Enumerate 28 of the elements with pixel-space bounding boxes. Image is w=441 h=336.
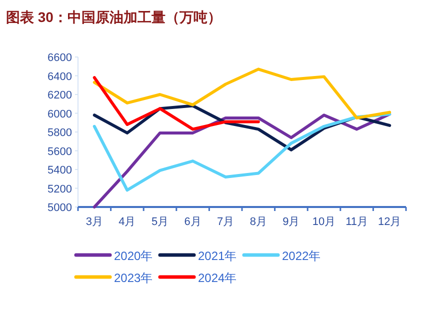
- x-tick-label: 3月: [86, 216, 103, 228]
- legend-label: 2024年: [198, 271, 237, 285]
- x-tick-label: 5月: [151, 216, 169, 228]
- x-tick-label: 11月: [346, 216, 368, 228]
- x-tick-label: 7月: [217, 216, 234, 228]
- y-tick-label: 5400: [48, 164, 72, 176]
- y-tick-label: 6200: [48, 90, 72, 102]
- y-tick-label: 6000: [48, 108, 72, 120]
- legend-label: 2020年: [114, 249, 153, 263]
- y-tick-label: 6400: [48, 70, 72, 83]
- legend-label: 2021年: [198, 249, 237, 263]
- x-tick-label: 10月: [312, 216, 336, 228]
- x-tick-label: 9月: [282, 216, 300, 228]
- line-series: [92, 76, 260, 131]
- y-tick-label: 5200: [48, 183, 72, 196]
- x-tick-label: 12月: [378, 216, 402, 228]
- y-tick-label: 5600: [48, 146, 72, 158]
- x-tick-label: 6月: [184, 216, 202, 228]
- y-tick-label: 5800: [48, 127, 72, 139]
- chart-title: 图表 30：中国原油加工量（万吨）: [6, 9, 222, 25]
- legend-label: 2023年: [114, 271, 153, 285]
- line-series: [92, 68, 392, 120]
- x-tick-label: 8月: [250, 216, 267, 228]
- x-tick-label: 4月: [118, 216, 136, 228]
- y-tick-label: 5000: [48, 202, 72, 214]
- legend-label: 2022年: [282, 249, 321, 263]
- y-tick-label: 6600: [48, 52, 72, 64]
- line-series: [92, 112, 392, 192]
